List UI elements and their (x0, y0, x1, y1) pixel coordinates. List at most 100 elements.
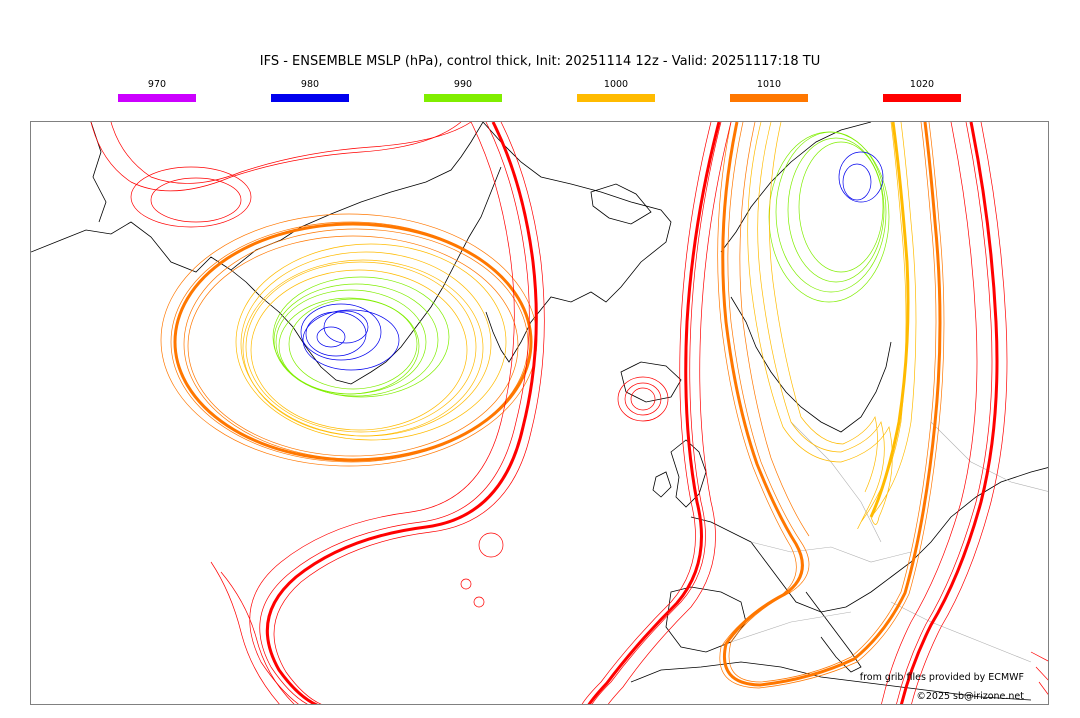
legend-item-970: 970 (118, 78, 196, 102)
coastlines (31, 122, 1048, 701)
isobar-980-low (300, 303, 400, 371)
isobar (187, 235, 519, 457)
coast-iberia (665, 586, 747, 653)
isobar (798, 141, 884, 273)
isobar (183, 228, 529, 460)
isobar (300, 303, 382, 361)
isobar (273, 122, 545, 704)
isobar (747, 122, 917, 525)
legend-item-980: 980 (271, 78, 349, 102)
map-canvas (31, 122, 1048, 704)
legend-label: 980 (300, 79, 320, 90)
isobar-1020-europe-control (587, 122, 999, 704)
isobar-1020-atlantic (90, 122, 545, 704)
isobar (881, 122, 978, 704)
isobar (173, 222, 533, 462)
isobar (769, 122, 878, 493)
isobar (245, 261, 477, 433)
isobar-980-scandinavia (838, 151, 884, 203)
isobar (617, 376, 669, 422)
isobar (591, 122, 722, 704)
isobar (210, 561, 280, 704)
isobar-1020-control (265, 122, 538, 704)
isobar (160, 213, 538, 467)
isobar (911, 122, 1008, 704)
legend-swatch (577, 94, 655, 102)
isobar (278, 297, 420, 395)
coast-svalbard (590, 183, 652, 225)
coast-italy (805, 591, 862, 673)
isobar (842, 163, 872, 201)
isobar (587, 122, 721, 704)
isobar (775, 131, 887, 293)
isobar (323, 310, 369, 344)
map-title: IFS - ENSEMBLE MSLP (hPa), control thick… (259, 54, 821, 69)
legend-item-1020: 1020 (883, 78, 961, 102)
legend-label: 1010 (756, 79, 782, 90)
isobar (316, 326, 346, 348)
isobar (220, 571, 295, 704)
legend-item-990: 990 (424, 78, 502, 102)
coast-scandinavia (720, 122, 892, 433)
isobar (235, 243, 507, 441)
isobar (717, 122, 945, 689)
isobar (130, 166, 252, 228)
isobar (150, 177, 242, 223)
isobar (838, 151, 884, 203)
legend-swatch (271, 94, 349, 102)
legend-item-1010: 1010 (730, 78, 808, 102)
legend-swatch (883, 94, 961, 102)
isobar (757, 122, 907, 529)
isobar (90, 122, 462, 192)
coast-north-africa (630, 661, 1032, 701)
isobar (607, 122, 732, 704)
coast-canada (31, 122, 484, 273)
isobar (275, 289, 427, 395)
map-panel (30, 121, 1049, 705)
credit-source: from grib files provided by ECMWF (859, 672, 1024, 683)
isobar (460, 578, 472, 590)
isobar (302, 309, 400, 371)
legend-label: 970 (147, 79, 167, 90)
isobar (624, 382, 662, 416)
credit-copyright: ©2025 sb@irizone.net (916, 691, 1024, 702)
coast-greenland-east (482, 122, 672, 363)
isobar (265, 122, 538, 704)
isobar (787, 137, 885, 283)
isobar (240, 251, 492, 437)
coast-british-isles (652, 439, 707, 508)
coast-baffin (90, 122, 107, 223)
isobar-1020-europe (581, 122, 1008, 704)
isobar-1010-europe (717, 122, 945, 689)
isobar (768, 131, 890, 303)
isobar (273, 283, 439, 397)
legend-label: 1020 (909, 79, 935, 90)
border-line (730, 421, 1048, 663)
isobar (272, 276, 450, 398)
legend-swatch (424, 94, 502, 102)
legend-swatch (118, 94, 196, 102)
coast-greenland-west (230, 166, 502, 385)
isobar (727, 122, 937, 683)
isobar-1010-control (173, 222, 533, 462)
isobar-1010-europe-control (721, 122, 942, 687)
legend-label: 1000 (603, 79, 629, 90)
isobar (250, 269, 468, 431)
country-borders (730, 421, 1048, 663)
isobar (305, 311, 367, 357)
isobar (1030, 651, 1048, 695)
isobar (473, 596, 485, 608)
isobar-1020-east (1030, 651, 1048, 695)
coast-iceland (620, 361, 682, 403)
legend-swatch (730, 94, 808, 102)
isobar (721, 122, 942, 687)
coast-europe (690, 467, 1048, 613)
legend-item-1000: 1000 (577, 78, 655, 102)
isobar (739, 122, 810, 537)
legend-label: 990 (453, 79, 473, 90)
isobar-1000-control (869, 122, 910, 518)
isobar-1000-low (235, 243, 507, 441)
isobar (110, 122, 472, 184)
isobar (899, 122, 999, 704)
isobar (869, 122, 910, 518)
